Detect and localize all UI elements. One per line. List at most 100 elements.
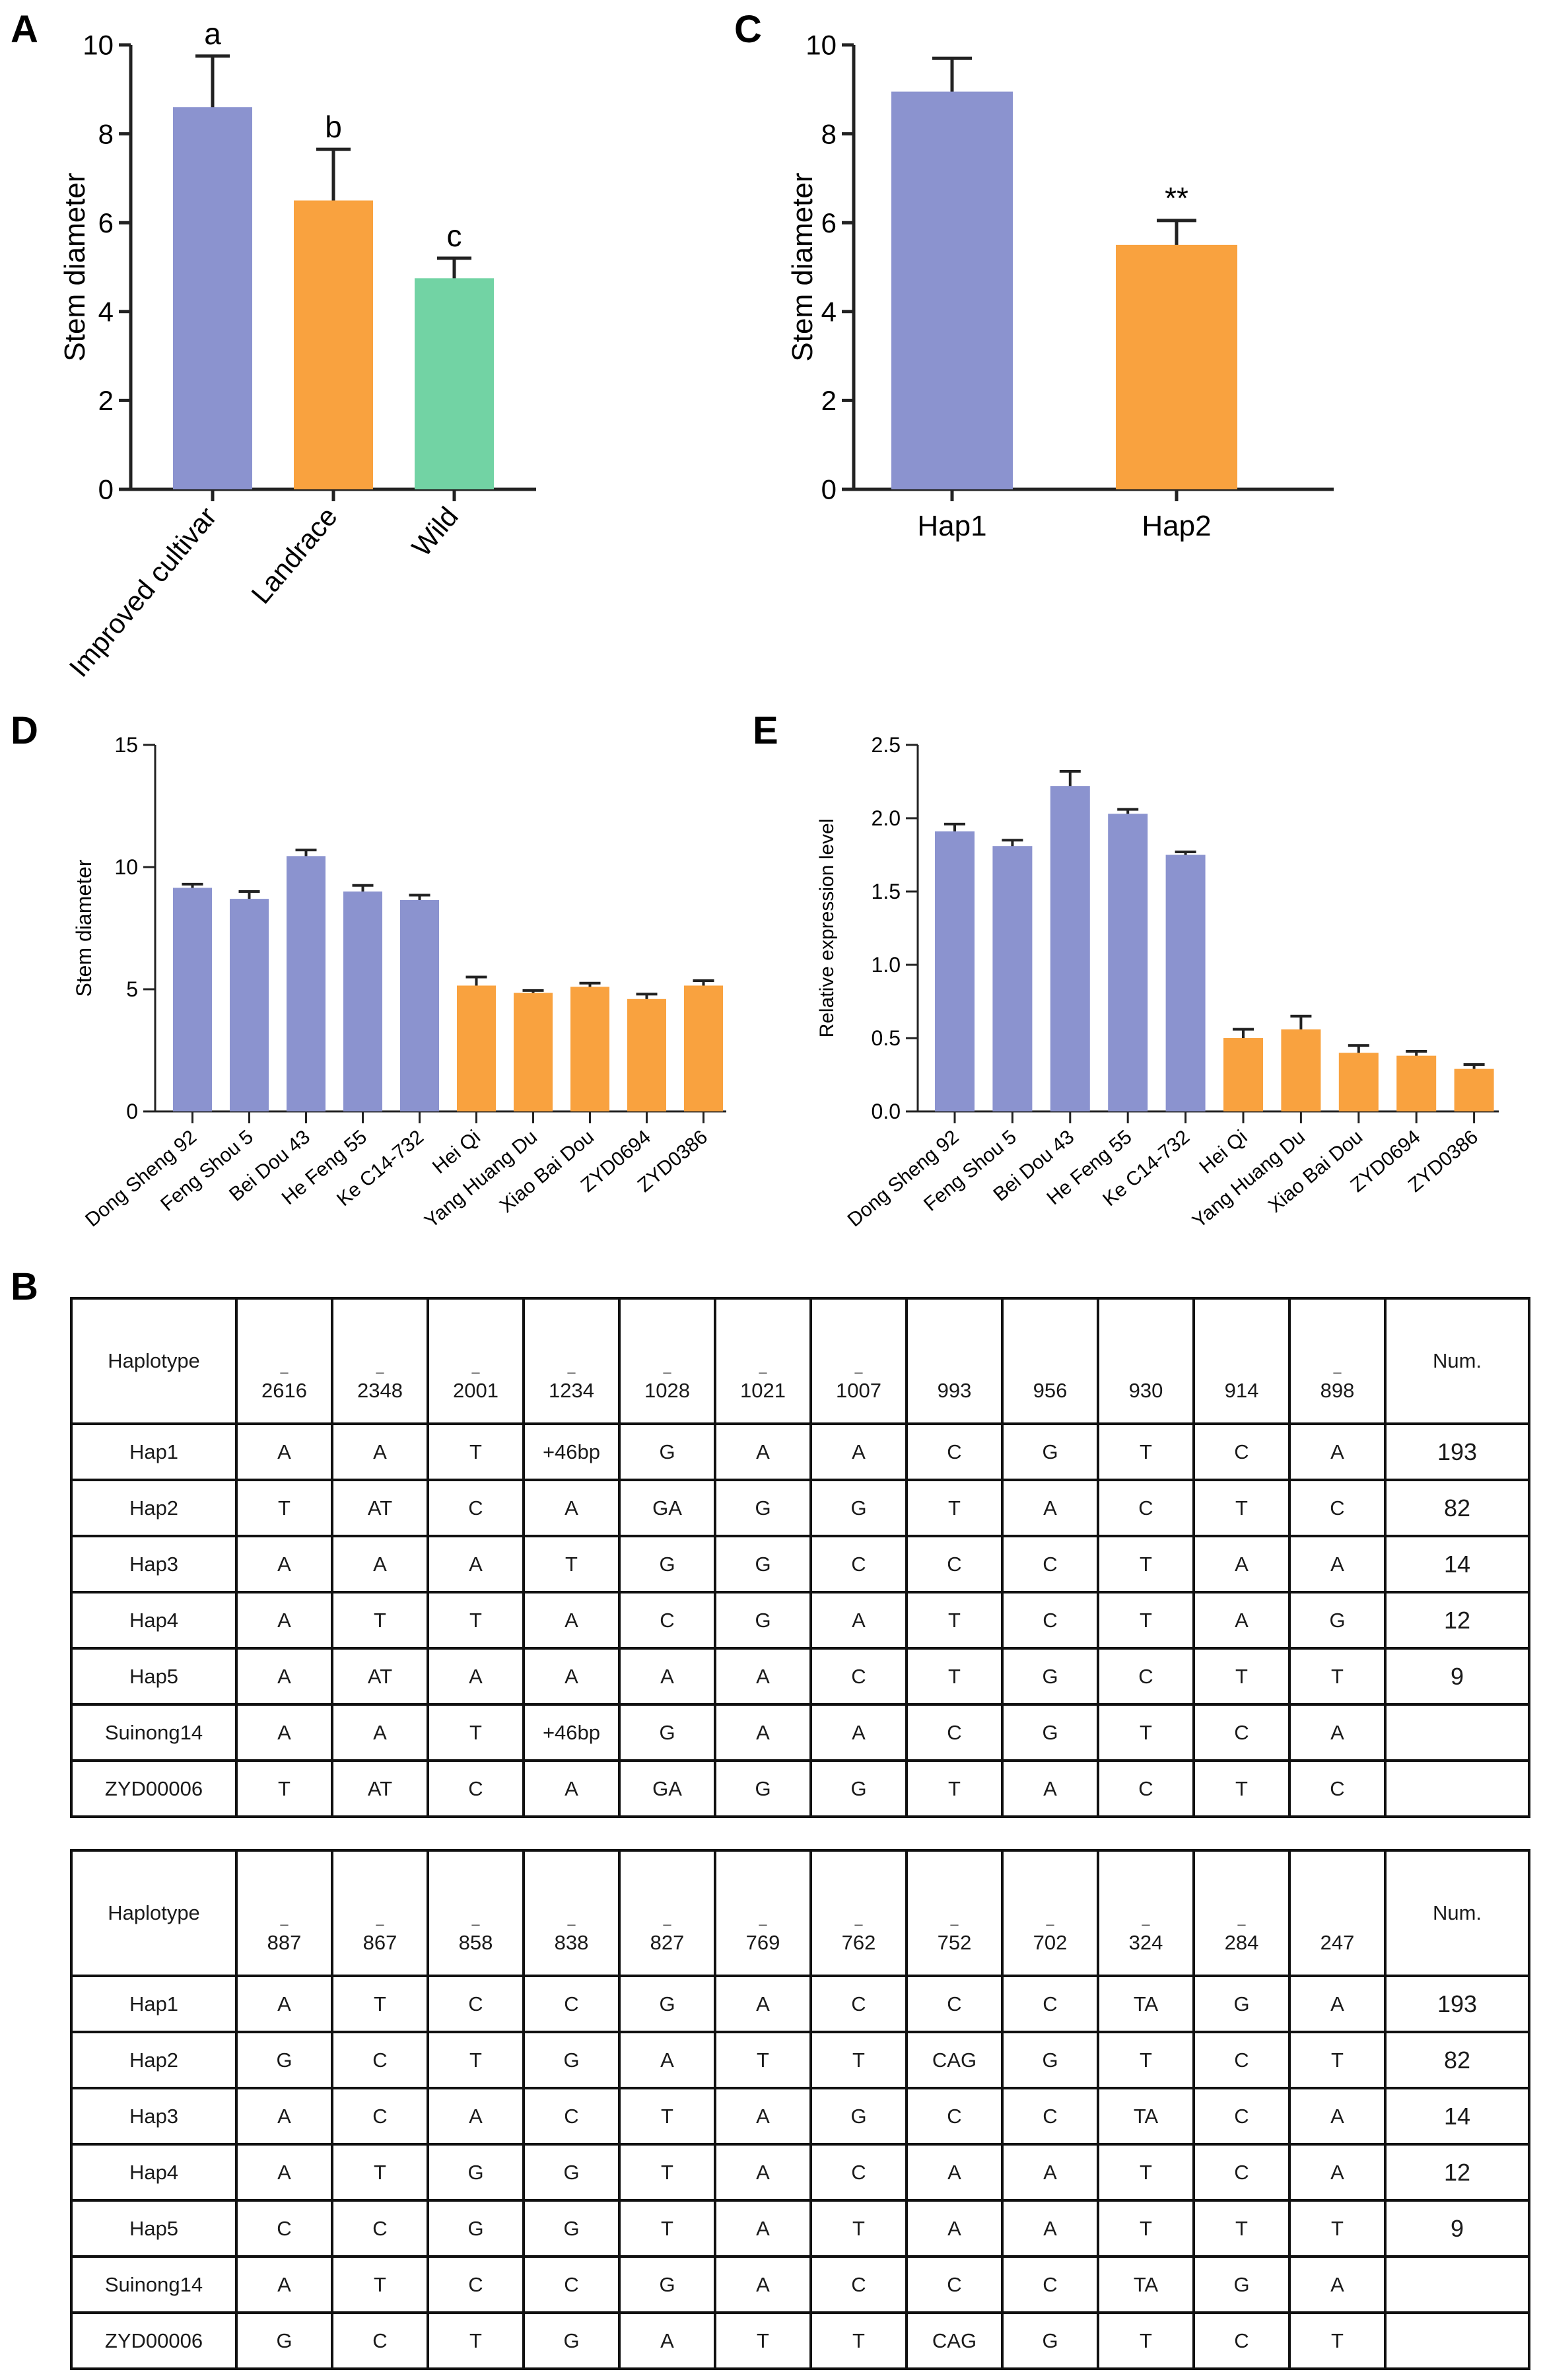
position-header: –858 [427,1849,525,1977]
haplotype-name: Suinong14 [70,2255,238,2314]
table-header-row: Haplotype –887–867–858–838–827–769–762–75… [70,1849,1530,1977]
allele-cell: T [1097,2199,1195,2258]
allele-cell: G [714,1479,812,1537]
bar-hap1 [891,91,1013,490]
allele-cell: G [714,1591,812,1650]
bar-xiao-bai-dou [570,987,609,1111]
allele-cell: A [522,1591,621,1650]
allele-cell: T [331,2255,429,2314]
allele-cell: T [905,1479,1004,1537]
position-header: –2348 [331,1297,429,1425]
panel-label-a: A [11,8,38,51]
allele-cell: C [1001,2255,1099,2314]
allele-cell: A [1192,1591,1291,1650]
position-number: 956 [1033,1379,1068,1402]
allele-cell: T [427,1422,525,1481]
table-row: Hap4 A T G G T A C A A T C A 12 [70,2143,1530,2202]
allele-cell: A [714,1703,812,1762]
position-number: 993 [937,1379,972,1402]
panel-label-c: C [734,8,762,51]
allele-cell: G [618,1703,716,1762]
table-row: Hap1 A T C C G A C C C TA G A 193 [70,1975,1530,2033]
count-header: Num. [1384,1849,1530,1977]
allele-cell: A [714,2087,812,2146]
position-header: –284 [1192,1849,1291,1977]
allele-cell: G [522,2143,621,2202]
y-tick-label: 5 [126,977,138,1001]
haplotype-name: Hap2 [70,1479,238,1537]
haplotype-table-1: Haplotype –2616–2348–2001–1234–1028–1021–… [70,1297,1530,1818]
allele-cell: TA [1097,2255,1195,2314]
bar-zyd0386 [1454,1068,1494,1111]
allele-cell: T [714,2031,812,2089]
allele-cell: A [1288,2255,1387,2314]
allele-cell: A [714,1422,812,1481]
y-tick-label: 2 [821,385,837,416]
allele-cell: A [235,2255,333,2314]
bar-ke-c14-732 [1165,855,1206,1111]
allele-cell: A [714,2199,812,2258]
position-sign: – [471,1364,480,1380]
table-row: ZYD00006 T AT C A GA G G T A C T C [70,1759,1530,1818]
chart-c: 0 2 4 6 8 10 Stem diameter Hap1 Hap2 ** [786,30,1334,542]
position-header: 993 [905,1297,1004,1425]
y-tick-label: 1.5 [872,880,901,903]
table-row: Suinong14 A T C C G A C C C TA G A [70,2255,1530,2314]
allele-cell: A [1001,1759,1099,1818]
bar-hei-qi [457,985,496,1111]
allele-cell: T [331,1591,429,1650]
position-sign [1099,1366,1192,1379]
position-sign [1291,1918,1384,1931]
allele-cell: G [1001,1703,1099,1762]
allele-cell: C [1192,2087,1291,2146]
allele-cell: G [235,2311,333,2370]
allele-cell: A [331,1535,429,1593]
allele-cell: C [809,2255,908,2314]
allele-cell: +46bp [522,1422,621,1481]
allele-cell: T [809,2031,908,2089]
position-sign: – [1237,1916,1246,1932]
table-row: Hap3 A A A T G G C C C T A A 14 [70,1535,1530,1593]
count-cell: 14 [1384,2087,1530,2146]
position-sign: – [567,1916,576,1932]
table-row: Hap3 A C A C T A G C C TA C A 14 [70,2087,1530,2146]
position-number: 898 [1320,1379,1355,1402]
allele-cell: T [427,2311,525,2370]
position-number: 1028 [644,1379,690,1402]
position-header: 956 [1001,1297,1099,1425]
bar-zyd0694 [627,998,666,1111]
table-row: Hap5 C C G G T A T A A T T T 9 [70,2199,1530,2258]
allele-cell: T [809,2199,908,2258]
y-tick-label: 0 [126,1100,138,1123]
position-sign [1195,1366,1288,1379]
position-number: 284 [1224,1931,1259,1954]
panel-label-e: E [753,709,778,752]
y-axis-label: Stem diameter [72,859,96,997]
y-tick-label: 2 [98,385,114,416]
allele-cell: T [618,2199,716,2258]
haplotype-name: Suinong14 [70,1703,238,1762]
position-number: 702 [1033,1931,1068,1954]
count-cell [1384,1759,1530,1818]
allele-cell: A [618,2031,716,2089]
allele-cell: T [1097,1422,1195,1481]
bar-feng-shou-5 [992,846,1033,1111]
bar-he-feng-55 [343,892,382,1111]
bar-dong-sheng-92 [935,831,975,1111]
count-header: Num. [1384,1297,1530,1425]
position-sign: – [759,1364,767,1380]
allele-cell: CAG [905,2311,1004,2370]
allele-cell: G [1192,2255,1291,2314]
allele-cell: G [1192,1975,1291,2033]
position-header: 930 [1097,1297,1195,1425]
allele-cell: T [618,2087,716,2146]
allele-cell: C [809,1535,908,1593]
allele-cell: A [1001,2199,1099,2258]
allele-cell: T [427,1591,525,1650]
allele-cell: G [1001,1422,1099,1481]
position-number: 762 [841,1931,876,1954]
haplotype-header: Haplotype [70,1297,238,1425]
allele-cell: C [1097,1479,1195,1537]
position-sign: – [663,1916,671,1932]
allele-cell: A [427,2087,525,2146]
